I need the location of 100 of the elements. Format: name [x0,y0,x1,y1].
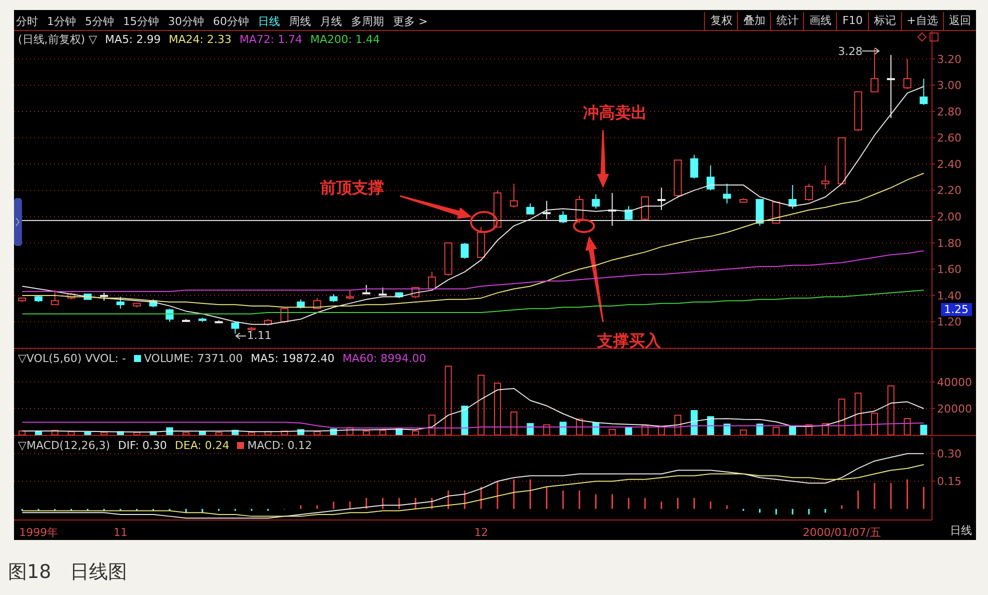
y-tick-label: 1.60 [937,263,962,276]
bar [772,426,780,435]
bar [756,424,764,435]
chart-title: (日线,前复权) ▽ [18,32,98,47]
candlestick [657,187,666,211]
bar [198,431,206,435]
bar [510,412,518,435]
bar [625,427,632,435]
text: 标记 [868,12,901,30]
candlestick [821,164,830,190]
bar [68,431,75,435]
y-tick-label: 2.20 [937,184,962,198]
text: 60分钟 [213,14,249,28]
text: MA5: 2.99 [105,32,161,47]
text: 月线 [320,14,342,28]
bar [822,423,829,435]
y-tick-label: 1.20 [937,316,962,329]
bar [723,424,730,435]
annotation: 3.28 [838,45,862,58]
text: 1.25 [941,303,972,316]
x-tick-label: 1999年 [19,526,58,539]
bar [805,424,812,435]
line-series [22,388,924,432]
bar [608,428,616,435]
bar [494,382,501,435]
annotation: 冲高卖出 [583,103,647,124]
x-tick-label: 11 [114,526,128,539]
bar [84,432,92,435]
text: DIF: 0.30 [118,439,167,452]
bar [215,432,222,435]
bar [248,432,256,435]
bar [642,424,649,435]
text: MA24: 2.33 [168,32,232,47]
bar [887,385,894,435]
line-series [22,250,924,292]
text: 15分钟 [123,14,159,28]
text: 分时 [16,14,38,28]
text: F10 [836,12,868,30]
y-tick-label: 2.40 [937,158,962,171]
text: +自选 [900,12,943,30]
bar [838,398,846,435]
y-tick-label: 3.20 [937,52,962,66]
line-series [22,172,924,308]
text: DEA: 0.24 [174,439,230,452]
bar [674,414,682,435]
line-series [22,464,924,517]
bar [526,423,534,435]
text: 多周期 [351,14,384,28]
bar [740,429,747,435]
candlestick [722,183,731,204]
text: MA60: 8994.00 [342,352,426,365]
text: 1分钟 [47,14,76,28]
bar [314,431,321,435]
bar [444,366,452,435]
text: 画线 [803,12,836,30]
text: 30分钟 [168,14,204,28]
y-tick-label: 1.40 [937,289,962,302]
y-tick-label: 0.15 [937,475,962,488]
line-series [22,453,924,519]
bar [428,414,436,435]
bar [362,430,370,435]
caption: 图18 日线图 [8,560,128,585]
x-tick-label: 12 [474,526,488,539]
y-tick-label: 2.60 [937,132,962,145]
bar [871,412,878,435]
bar [133,432,140,435]
text: 返回 [943,12,976,30]
legend-label: MACD: 0.12 [246,439,312,452]
y-tick-label: 20000 [937,402,972,416]
bar [560,422,567,435]
text: 叠加 [737,12,770,30]
bar [346,427,354,435]
bar [904,418,911,435]
text: MA5: 19872.40 [250,352,334,365]
annotation: 前顶支撑 [320,178,384,199]
text: 复权 [704,12,738,30]
text: 统计 [770,12,804,30]
text: 5分钟 [85,14,114,28]
bar [280,430,288,435]
bar [379,430,386,435]
annotation: 支撑买入 [597,331,661,352]
y-tick-label: 0.30 [937,448,962,461]
annotation: 1.11 [247,329,272,342]
text: 日线 [950,523,972,538]
chart-title: ▽MACD(12,26,3) [18,439,110,452]
bar [543,424,550,435]
text: 更多 > [393,14,428,28]
bar [34,431,42,435]
bar [854,392,862,435]
legend-label: VOLUME: 7371.00 [142,352,243,365]
bar [100,432,108,435]
text: 周线 [289,14,311,28]
text: MA72: 1.74 [239,32,302,47]
bar [920,424,928,435]
bar [461,406,468,435]
bar [51,430,58,435]
y-tick-label: 2.00 [937,210,962,224]
x-tick-label: 2000/01/07/五 [802,526,881,539]
y-tick-label: 40000 [937,376,972,389]
text: MA200: 1.44 [310,32,380,47]
